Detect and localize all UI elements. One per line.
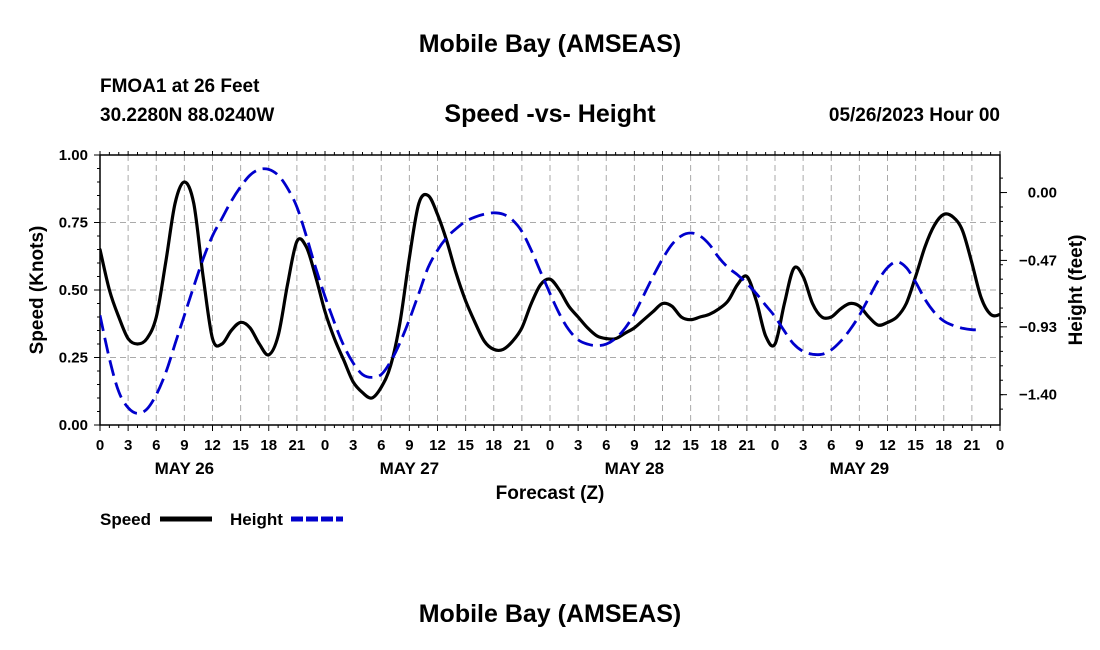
- x-tick-label: 12: [654, 437, 671, 454]
- x-tick-label: 6: [152, 437, 160, 454]
- y-right-axis-title: Height (feet): [1066, 235, 1087, 346]
- date-label: MAY 26: [155, 459, 215, 478]
- subtitle-text: Speed -vs- Height: [444, 100, 656, 128]
- series-speed-line: [100, 180, 1000, 400]
- y-left-axis-title: Speed (Knots): [27, 226, 48, 355]
- date-label: MAY 29: [830, 459, 890, 478]
- x-tick-label: 18: [710, 437, 727, 454]
- x-tick-label: 0: [546, 437, 554, 454]
- x-tick-label: 6: [827, 437, 835, 454]
- series-height-line: [100, 167, 982, 415]
- date-label: MAY 28: [605, 459, 665, 478]
- x-tick-label: 9: [180, 437, 188, 454]
- legend-height-label: Height: [230, 510, 283, 529]
- y-left-tick-label: 0.75: [59, 215, 88, 232]
- date-label: MAY 27: [380, 459, 440, 478]
- y-left-tick-label: 1.00: [59, 147, 88, 164]
- axis-labels: 0 3 6 9 12 15 18 21 0 3 6 9 12 15 18 21 0 3 6 9 12 15 18 21 0 3 6 9…: [27, 147, 1087, 504]
- plot-frame: [99, 154, 1001, 426]
- x-tick-label: 18: [935, 437, 952, 454]
- x-tick-label: 9: [630, 437, 638, 454]
- x-tick-label: 21: [289, 437, 306, 454]
- x-tick-label: 12: [879, 437, 896, 454]
- x-tick-label: 15: [682, 437, 699, 454]
- forecast-datetime: 05/26/2023 Hour 00: [828, 105, 1000, 126]
- chart-subtitle: Speed -vs- Height: [0, 100, 1100, 129]
- station-coordinates: 30.2280N 88.0240W: [100, 105, 275, 126]
- x-tick-label: 15: [907, 437, 924, 454]
- x-tick-label: 9: [855, 437, 863, 454]
- y-right-tick-label: 0.00: [1028, 185, 1057, 202]
- x-tick-label: 9: [405, 437, 413, 454]
- legend: Speed Height: [100, 510, 343, 529]
- x-tick-label: 0: [996, 437, 1004, 454]
- chart-title: Mobile Bay (AMSEAS): [418, 30, 682, 58]
- x-tick-label: 0: [321, 437, 329, 454]
- y-left-tick-label: 0.00: [59, 417, 88, 434]
- x-tick-label: 3: [574, 437, 582, 454]
- x-tick-label: 18: [485, 437, 502, 454]
- x-tick-label: 12: [204, 437, 221, 454]
- x-tick-label: 6: [602, 437, 610, 454]
- axes: [94, 151, 1007, 431]
- x-axis-title: Forecast (Z): [496, 483, 605, 504]
- x-tick-label: 21: [739, 437, 756, 454]
- y-left-tick-label: 0.25: [59, 350, 88, 367]
- x-tick-label: 6: [377, 437, 385, 454]
- y-right-tick-label: −1.40: [1019, 387, 1057, 404]
- x-tick-label: 0: [771, 437, 779, 454]
- x-tick-label: 15: [232, 437, 249, 454]
- x-tick-label: 18: [260, 437, 277, 454]
- y-right-tick-label: −0.93: [1019, 319, 1057, 336]
- x-tick-label: 15: [457, 437, 474, 454]
- x-tick-label: 0: [96, 437, 104, 454]
- x-tick-label: 21: [514, 437, 531, 454]
- station-name: FMOA1 at 26 Feet: [100, 76, 260, 97]
- bottom-title: Mobile Bay (AMSEAS): [418, 600, 682, 628]
- series-lines: [100, 167, 1000, 415]
- legend-speed-label: Speed: [100, 510, 151, 529]
- x-tick-label: 3: [124, 437, 132, 454]
- x-tick-label: 3: [349, 437, 357, 454]
- x-tick-label: 3: [799, 437, 807, 454]
- y-right-tick-label: −0.47: [1019, 252, 1057, 269]
- x-tick-label: 12: [429, 437, 446, 454]
- grid: [100, 155, 1000, 425]
- y-left-tick-label: 0.50: [59, 282, 88, 299]
- x-tick-label: 21: [964, 437, 981, 454]
